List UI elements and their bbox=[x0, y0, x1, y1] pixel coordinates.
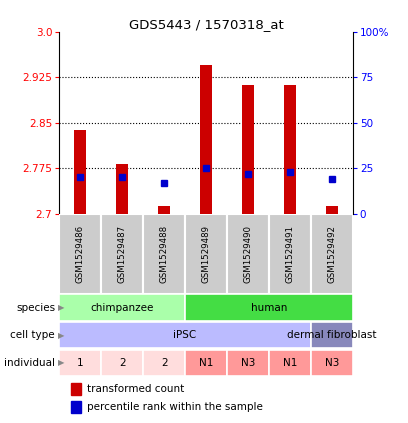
Title: GDS5443 / 1570318_at: GDS5443 / 1570318_at bbox=[129, 18, 284, 30]
Text: species: species bbox=[16, 302, 55, 313]
Bar bbox=[59, 294, 185, 321]
Text: N1: N1 bbox=[199, 358, 213, 368]
Bar bbox=[74, 130, 86, 214]
Bar bbox=[59, 322, 311, 349]
Text: 2: 2 bbox=[119, 358, 125, 368]
Bar bbox=[311, 214, 353, 294]
Text: N3: N3 bbox=[241, 358, 255, 368]
Bar bbox=[158, 206, 171, 214]
Text: percentile rank within the sample: percentile rank within the sample bbox=[87, 402, 263, 412]
Bar bbox=[269, 214, 311, 294]
Bar bbox=[269, 349, 311, 376]
Text: individual: individual bbox=[4, 358, 55, 368]
Bar bbox=[227, 349, 269, 376]
Text: ▶: ▶ bbox=[58, 303, 65, 312]
Bar bbox=[71, 383, 81, 395]
Bar bbox=[143, 214, 185, 294]
Bar bbox=[101, 349, 143, 376]
Bar bbox=[284, 85, 296, 214]
Text: N1: N1 bbox=[283, 358, 297, 368]
Text: iPSC: iPSC bbox=[173, 330, 197, 340]
Bar bbox=[59, 214, 101, 294]
Text: GSM1529486: GSM1529486 bbox=[75, 225, 84, 283]
Text: chimpanzee: chimpanzee bbox=[91, 302, 154, 313]
Text: 2: 2 bbox=[161, 358, 167, 368]
Text: 1: 1 bbox=[77, 358, 84, 368]
Bar bbox=[143, 349, 185, 376]
Text: GSM1529490: GSM1529490 bbox=[244, 225, 253, 283]
Text: cell type: cell type bbox=[11, 330, 55, 340]
Text: transformed count: transformed count bbox=[87, 384, 184, 394]
Text: human: human bbox=[251, 302, 287, 313]
Text: GSM1529492: GSM1529492 bbox=[328, 225, 337, 283]
Bar bbox=[59, 349, 101, 376]
Text: ▶: ▶ bbox=[58, 358, 65, 367]
Bar bbox=[185, 294, 353, 321]
Text: N3: N3 bbox=[325, 358, 339, 368]
Text: GSM1529491: GSM1529491 bbox=[286, 225, 295, 283]
Bar bbox=[185, 214, 227, 294]
Bar bbox=[71, 401, 81, 413]
Bar bbox=[227, 214, 269, 294]
Text: ▶: ▶ bbox=[58, 331, 65, 340]
Text: GSM1529487: GSM1529487 bbox=[118, 225, 126, 283]
Bar bbox=[200, 65, 212, 214]
Bar bbox=[116, 164, 129, 214]
Bar bbox=[311, 322, 353, 349]
Bar bbox=[311, 349, 353, 376]
Text: GSM1529489: GSM1529489 bbox=[202, 225, 211, 283]
Bar bbox=[185, 349, 227, 376]
Text: GSM1529488: GSM1529488 bbox=[160, 225, 169, 283]
Text: dermal fibroblast: dermal fibroblast bbox=[287, 330, 377, 340]
Bar bbox=[101, 214, 143, 294]
Bar bbox=[242, 85, 254, 214]
Bar bbox=[326, 206, 338, 214]
